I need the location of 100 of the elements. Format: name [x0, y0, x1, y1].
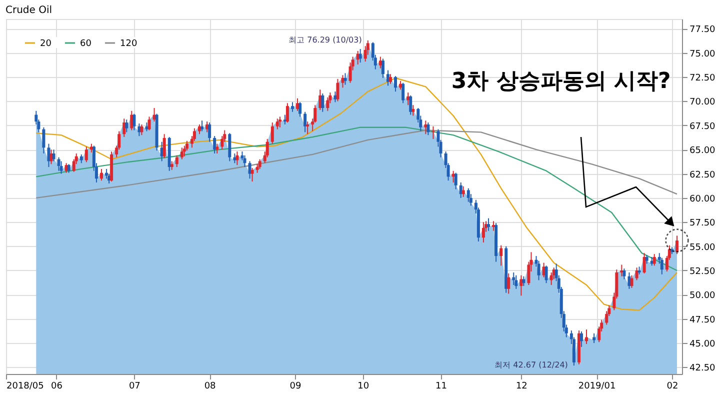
candlestick — [286, 102, 289, 123]
y-tick-label: 77.50 — [690, 25, 716, 36]
candlestick — [52, 149, 56, 162]
candlestick — [306, 121, 310, 135]
candlestick — [466, 188, 470, 202]
x-tick-label: 10 — [358, 382, 370, 392]
candlestick — [507, 272, 510, 294]
candlestick — [482, 222, 485, 243]
candlestick — [132, 113, 136, 131]
candlestick — [514, 274, 518, 290]
y-tick-label: 75.00 — [690, 49, 716, 60]
candlestick — [341, 74, 344, 88]
candlestick — [148, 116, 151, 131]
annotation: 최저 42.67 (12/24) — [494, 360, 568, 370]
annotation: 3차 상승파동의 시작? — [451, 69, 671, 94]
candlestick — [622, 268, 626, 280]
candlestick — [402, 82, 405, 104]
candlestick — [642, 252, 646, 274]
candlestick — [258, 158, 262, 170]
y-tick-label: 67.50 — [690, 122, 716, 132]
candlestick — [336, 78, 340, 102]
candlestick — [462, 186, 465, 198]
candlestick — [47, 143, 50, 168]
legend-label: 60 — [80, 39, 92, 49]
candlestick — [381, 58, 384, 79]
candlestick — [84, 146, 88, 163]
candlestick — [125, 119, 128, 133]
candlestick — [487, 218, 490, 232]
y-tick-label: 65.00 — [690, 146, 716, 156]
candlestick — [522, 276, 526, 286]
x-tick-label: 11 — [436, 382, 447, 392]
candlestick — [635, 267, 638, 281]
candlestick — [298, 102, 302, 118]
y-tick-label: 57.50 — [690, 218, 716, 229]
candlestick — [652, 254, 656, 266]
candlestick — [278, 116, 282, 128]
candlestick — [180, 147, 184, 160]
y-tick-label: 55.00 — [690, 242, 716, 253]
candlestick — [358, 48, 362, 64]
x-tick-label: 07 — [128, 382, 140, 392]
line-series — [36, 126, 678, 272]
candlestick — [344, 72, 347, 86]
candlestick — [426, 122, 430, 136]
candlestick — [326, 96, 330, 112]
candlestick — [630, 274, 634, 288]
candlestick — [388, 74, 392, 84]
candlestick — [216, 143, 219, 154]
candlestick — [409, 94, 412, 116]
candlestick — [270, 122, 274, 144]
candlestick — [276, 118, 279, 130]
candlestick — [200, 120, 204, 132]
candlestick — [454, 172, 458, 190]
y-tick-label: 52.50 — [690, 267, 716, 277]
candlestick — [660, 257, 664, 275]
candlestick — [580, 330, 583, 348]
candlestick — [321, 92, 324, 112]
x-tick-label: 12 — [516, 382, 528, 392]
candlestick — [459, 182, 462, 198]
legend-label: 120 — [120, 39, 138, 49]
candlestick — [248, 160, 252, 180]
candlestick — [500, 244, 503, 266]
candlestick — [537, 260, 540, 281]
candlestick — [213, 136, 216, 154]
candlestick — [162, 134, 166, 159]
y-tick-label: 72.50 — [690, 74, 716, 84]
candlestick — [432, 126, 435, 140]
x-tick-label: 09 — [290, 382, 302, 392]
candlestick — [228, 132, 232, 162]
candlestick — [236, 151, 239, 166]
candlestick — [140, 124, 144, 136]
candlestick — [544, 265, 548, 284]
y-tick-label: 70.00 — [690, 98, 716, 108]
annotation: 최고 76.29 (10/03) — [288, 35, 362, 44]
y-tick-label: 45.00 — [690, 340, 716, 350]
y-tick-label: 60.00 — [690, 194, 716, 204]
candlestick — [250, 167, 254, 182]
candlestick — [386, 70, 390, 86]
candlestick — [550, 272, 553, 286]
candlestick — [412, 104, 415, 116]
x-tick-label: 08 — [204, 382, 216, 392]
legend-label: 20 — [40, 39, 52, 49]
x-tick-label: 2018/05 — [6, 382, 44, 392]
candlestick — [304, 111, 307, 133]
candlestick — [60, 160, 63, 174]
candlestick — [290, 102, 294, 112]
candlestick — [175, 154, 178, 168]
y-tick-label: 50.00 — [690, 291, 716, 302]
candlestick — [208, 122, 212, 142]
x-tick-label: 2019/01 — [578, 382, 616, 392]
y-tick-label: 42.50 — [690, 364, 716, 374]
x-tick-label: 02 — [666, 382, 678, 392]
candlestick — [585, 329, 588, 345]
candlestick — [182, 145, 186, 157]
candlestick — [394, 76, 398, 92]
candlestick — [243, 154, 246, 168]
candlestick — [675, 235, 678, 255]
y-tick-label: 62.50 — [690, 170, 716, 180]
candlestick — [122, 118, 126, 138]
candlestick — [57, 156, 60, 172]
candlestick — [592, 332, 596, 344]
